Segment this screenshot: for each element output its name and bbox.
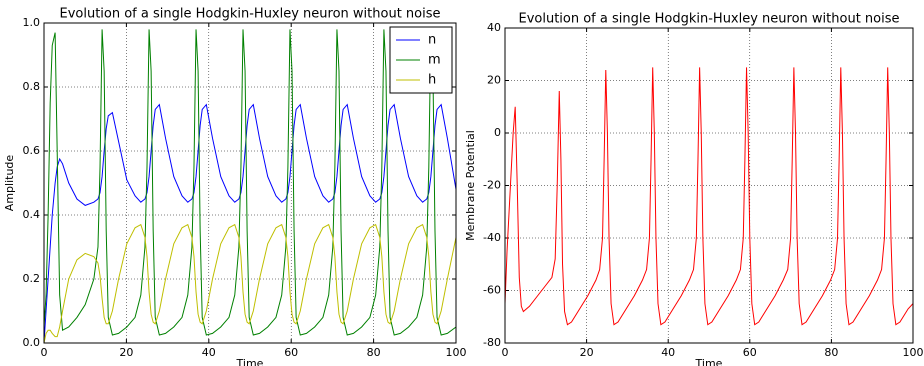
y-tick-label: 0.4 [23,208,41,221]
y-tick-label: 0.2 [23,272,41,285]
y-tick-label: 1.0 [23,16,41,29]
chart-title: Evolution of a single Hodgkin-Huxley neu… [59,7,440,22]
series-line [44,223,456,343]
x-tick-label: 20 [119,346,133,359]
x-tick-label: 40 [202,346,216,359]
x-tick-label: 100 [446,346,467,359]
y-tick-label: -60 [483,284,501,297]
y-tick-label: 0.8 [23,80,41,93]
x-tick-label: 20 [580,346,594,359]
x-tick-label: 0 [502,346,509,359]
y-tick-label: -80 [483,336,501,349]
y-tick-label: 0 [494,126,501,139]
legend-label: n [428,33,436,48]
y-tick-label: 0.6 [23,144,41,157]
x-tick-label: 80 [367,346,381,359]
y-tick-label: -40 [483,231,501,244]
legend-label: m [428,53,441,68]
x-axis-label: Time [695,357,723,366]
x-tick-label: 80 [824,346,838,359]
series-line [44,29,456,336]
axes-frame [504,27,914,344]
x-tick-label: 60 [743,346,757,359]
legend-label: h [428,73,436,88]
chart-title: Evolution of a single Hodgkin-Huxley neu… [518,12,899,27]
y-tick-label: 0.0 [23,336,41,349]
x-tick-label: 100 [903,346,924,359]
series-line [505,67,913,326]
y-tick-label: -20 [483,179,501,192]
x-axis-label: Time [236,357,264,366]
y-tick-label: 20 [487,74,501,87]
y-axis-label: Amplitude [3,155,16,212]
y-axis-label: Membrane Potential [464,130,477,241]
x-tick-label: 0 [41,346,48,359]
x-tick-label: 60 [284,346,298,359]
axes-frame [43,22,457,344]
x-tick-label: 40 [661,346,675,359]
y-tick-label: 40 [487,21,501,34]
